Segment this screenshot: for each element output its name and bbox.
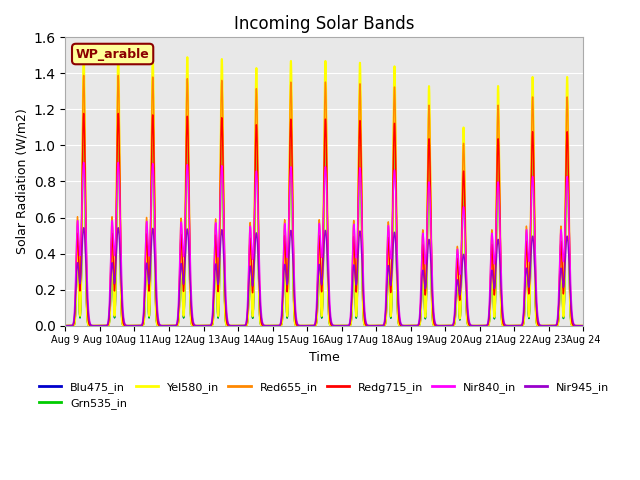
Grn535_in xyxy=(61,323,69,328)
Grn535_in xyxy=(260,323,268,328)
Nir840_in xyxy=(532,261,540,267)
X-axis label: Time: Time xyxy=(309,351,340,364)
Grn535_in xyxy=(386,294,394,300)
Red655_in xyxy=(260,323,268,328)
Nir840_in xyxy=(386,241,394,247)
Nir945_in xyxy=(260,323,268,328)
Yel580_in xyxy=(580,323,588,328)
Blu475_in xyxy=(580,323,588,328)
Red655_in xyxy=(80,72,88,78)
Nir840_in xyxy=(260,322,268,328)
Nir945_in xyxy=(61,323,69,328)
Yel580_in xyxy=(552,323,560,328)
Blu475_in xyxy=(386,294,394,300)
Nir840_in xyxy=(580,323,588,328)
Blu475_in xyxy=(80,108,88,114)
Yel580_in xyxy=(124,323,131,328)
Yel580_in xyxy=(529,105,537,111)
Y-axis label: Solar Radiation (W/m2): Solar Radiation (W/m2) xyxy=(15,108,28,254)
Grn535_in xyxy=(476,323,484,328)
Line: Blu475_in: Blu475_in xyxy=(65,111,584,325)
Redg715_in xyxy=(532,286,540,291)
Nir840_in xyxy=(80,159,88,165)
Red655_in xyxy=(552,323,560,328)
Title: Incoming Solar Bands: Incoming Solar Bands xyxy=(234,15,415,33)
Redg715_in xyxy=(552,323,560,328)
Nir840_in xyxy=(61,323,69,328)
Nir945_in xyxy=(80,225,88,230)
Blu475_in xyxy=(260,323,268,328)
Text: WP_arable: WP_arable xyxy=(76,48,150,60)
Yel580_in xyxy=(476,323,484,328)
Redg715_in xyxy=(260,323,268,328)
Red655_in xyxy=(386,257,394,263)
Legend: Blu475_in, Grn535_in, Yel580_in, Red655_in, Redg715_in, Nir840_in, Nir945_in: Blu475_in, Grn535_in, Yel580_in, Red655_… xyxy=(35,377,614,414)
Yel580_in xyxy=(61,323,69,328)
Redg715_in xyxy=(529,144,537,149)
Red655_in xyxy=(580,323,588,328)
Redg715_in xyxy=(124,323,131,328)
Nir840_in xyxy=(552,322,560,328)
Redg715_in xyxy=(80,110,88,116)
Redg715_in xyxy=(580,323,588,328)
Red655_in xyxy=(476,323,484,328)
Redg715_in xyxy=(386,267,394,273)
Grn535_in xyxy=(532,311,540,316)
Yel580_in xyxy=(260,323,268,328)
Blu475_in xyxy=(529,151,537,157)
Blu475_in xyxy=(476,323,484,328)
Red655_in xyxy=(532,279,540,285)
Grn535_in xyxy=(529,149,537,155)
Line: Red655_in: Red655_in xyxy=(65,75,584,325)
Line: Grn535_in: Grn535_in xyxy=(65,108,584,325)
Redg715_in xyxy=(61,323,69,328)
Grn535_in xyxy=(80,105,88,111)
Line: Redg715_in: Redg715_in xyxy=(65,113,584,325)
Yel580_in xyxy=(80,51,88,57)
Nir945_in xyxy=(386,274,394,279)
Grn535_in xyxy=(124,323,131,328)
Nir945_in xyxy=(532,286,540,291)
Yel580_in xyxy=(532,307,540,313)
Blu475_in xyxy=(552,323,560,328)
Nir945_in xyxy=(552,323,560,328)
Line: Yel580_in: Yel580_in xyxy=(65,54,584,325)
Redg715_in xyxy=(476,323,484,328)
Yel580_in xyxy=(386,287,394,293)
Blu475_in xyxy=(124,323,131,328)
Red655_in xyxy=(124,323,131,328)
Nir945_in xyxy=(124,323,131,328)
Line: Nir840_in: Nir840_in xyxy=(65,162,584,325)
Red655_in xyxy=(61,323,69,328)
Grn535_in xyxy=(580,323,588,328)
Red655_in xyxy=(529,111,537,117)
Nir945_in xyxy=(580,323,588,328)
Grn535_in xyxy=(552,323,560,328)
Blu475_in xyxy=(532,311,540,316)
Nir945_in xyxy=(529,236,537,242)
Blu475_in xyxy=(61,323,69,328)
Nir840_in xyxy=(529,178,537,184)
Nir840_in xyxy=(124,323,131,328)
Line: Nir945_in: Nir945_in xyxy=(65,228,584,325)
